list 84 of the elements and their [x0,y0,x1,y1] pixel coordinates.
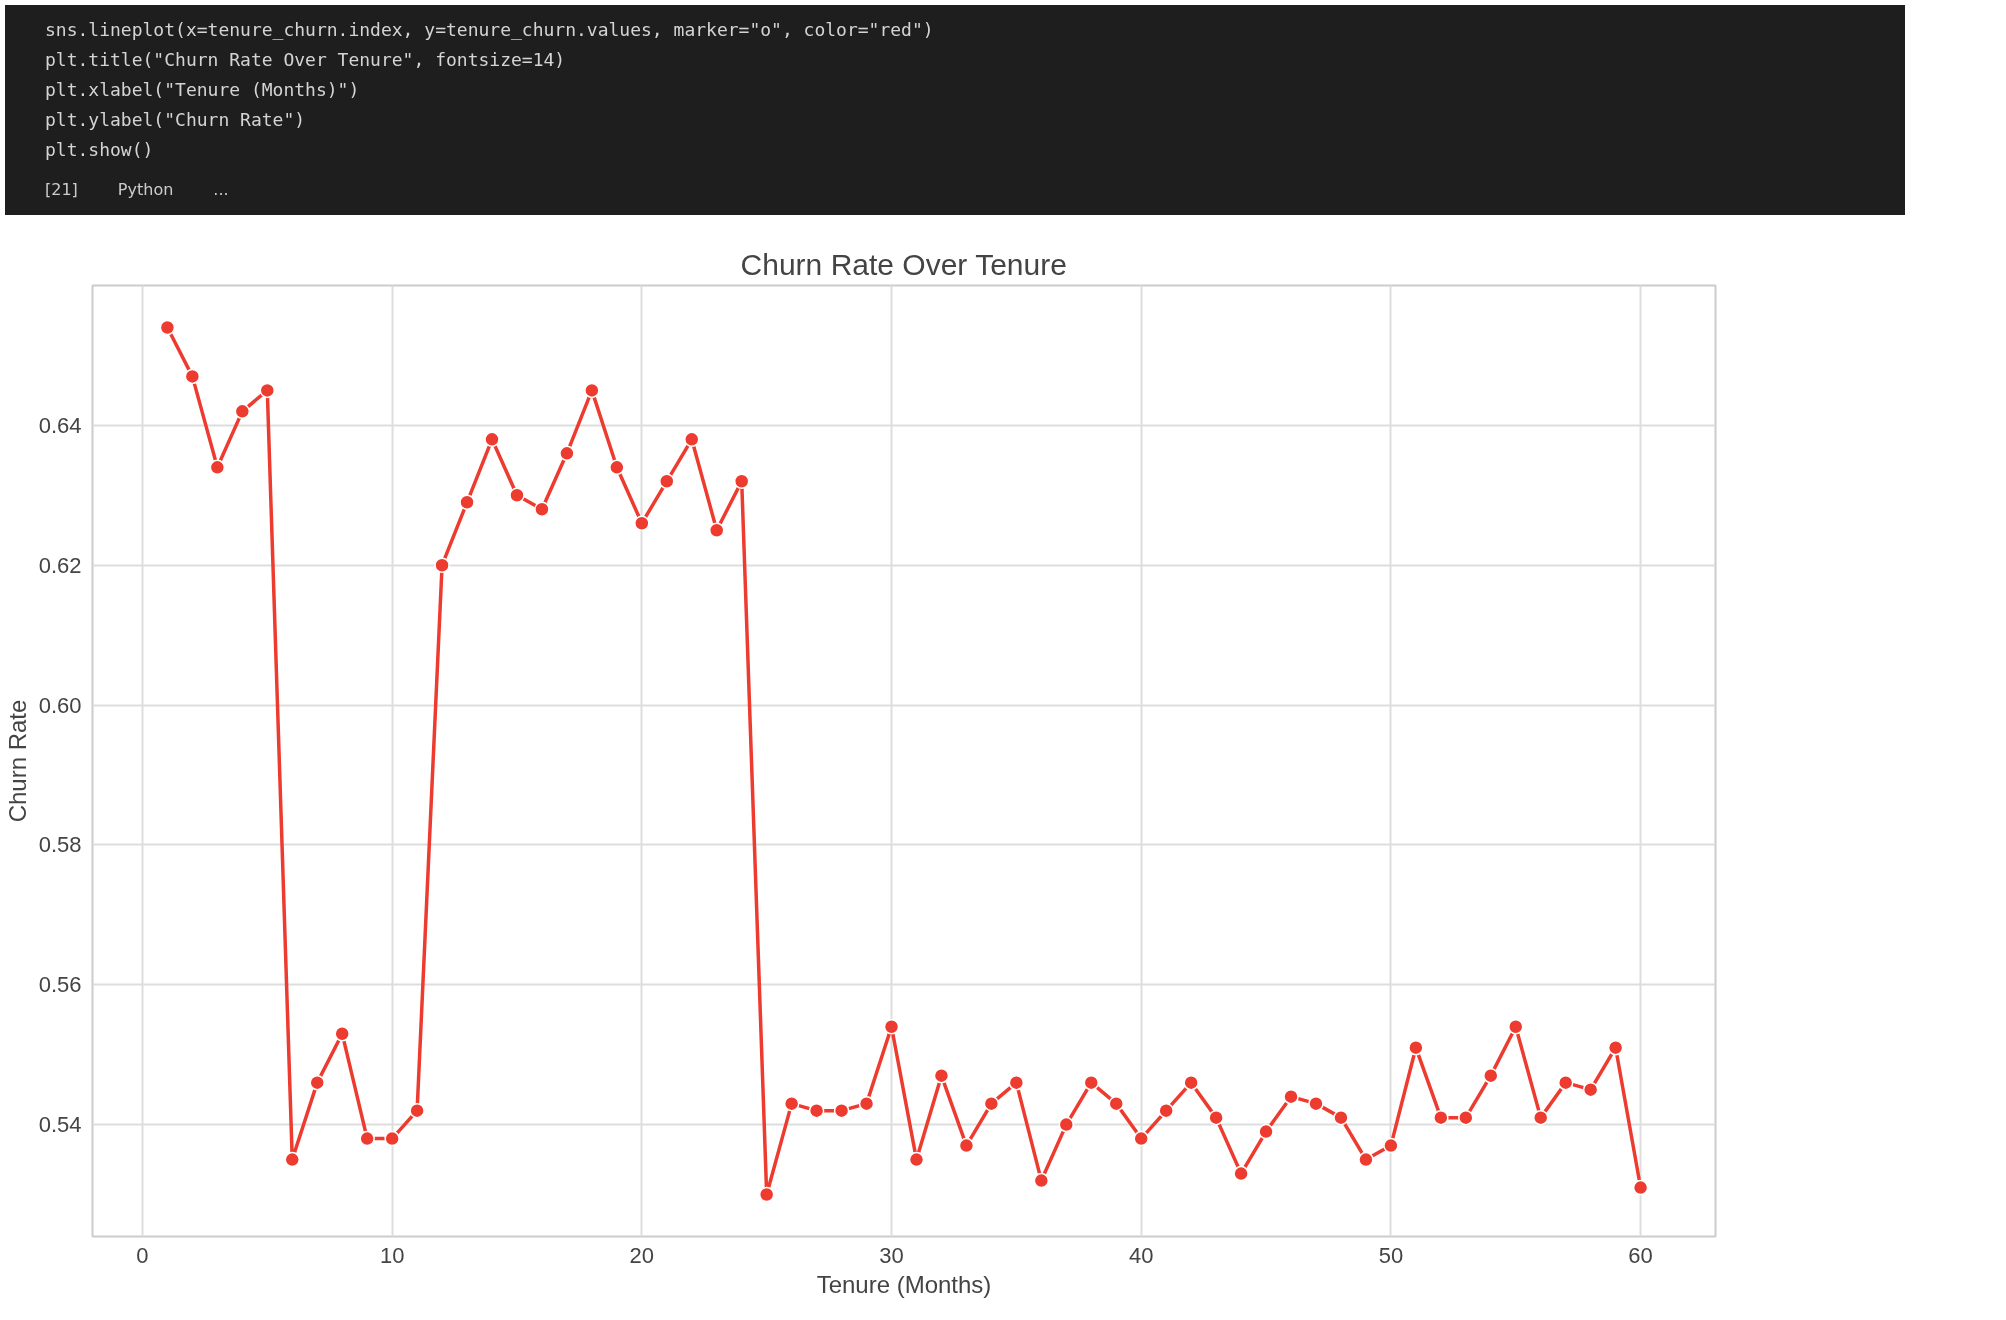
point [359,1130,375,1147]
point [1083,1074,1100,1091]
point [1133,1130,1149,1147]
x-tick-label: 30 [879,1242,904,1268]
text: plt.ylabel("Churn Rate") [45,109,306,130]
point [1283,1088,1299,1105]
point [783,1095,800,1112]
point [1333,1109,1349,1126]
text: plt.show() [45,139,154,160]
point [1233,1165,1249,1182]
x-tick-label: 20 [629,1242,655,1268]
point [1158,1102,1174,1119]
point [708,522,725,538]
point [883,1018,900,1035]
point [534,501,550,517]
x-tick-label: 40 [1128,1242,1154,1268]
point [1383,1137,1399,1154]
x-tick-label: 60 [1628,1242,1653,1268]
point [634,515,650,531]
point [758,1186,775,1203]
point [908,1151,925,1168]
text: ... [213,180,229,199]
text: [21] [45,180,78,199]
point [234,403,251,420]
y-tick-label: 0.62 [38,552,82,578]
text: sns.lineplot(x=tenure_churn.index, y=tenure_churn.values, marker="o", color="red") [45,19,934,40]
point [184,368,201,385]
point [1358,1151,1374,1168]
point [1408,1039,1424,1056]
point [684,431,700,448]
text: Python [117,180,174,199]
point [958,1137,975,1154]
point [1483,1067,1499,1084]
x-tick-label: 0 [136,1242,149,1268]
point [1208,1109,1224,1126]
point [1557,1074,1574,1091]
point [1607,1039,1624,1056]
point [808,1102,825,1119]
point [1582,1081,1599,1098]
point [933,1067,950,1084]
point [1183,1074,1199,1091]
y-tick-label: 0.56 [38,972,82,998]
point [659,473,675,490]
point [1258,1123,1274,1140]
point [1458,1109,1474,1126]
point [434,557,450,573]
y-tick-label: 0.64 [38,412,82,438]
x-tick-label: 50 [1378,1242,1404,1268]
point [833,1102,850,1119]
point [159,319,176,336]
point [484,431,500,448]
point [1108,1095,1124,1112]
y-tick-label: 0.54 [38,1112,82,1138]
chart-title: Churn Rate Over Tenure [740,247,1067,281]
point [284,1151,300,1168]
x-axis-title: Tenure (Months) [816,1270,992,1298]
point [1508,1018,1524,1035]
x-tick-label: 10 [379,1242,405,1268]
point [1058,1116,1075,1133]
point [1308,1095,1324,1112]
text: plt.xlabel("Tenure (Months)") [45,79,360,100]
point [459,494,475,511]
y-axis-title: Churn Rate [3,699,31,823]
point [559,445,575,462]
point [259,382,276,399]
point [1433,1109,1449,1126]
point [384,1130,400,1147]
point [1008,1074,1025,1091]
point [1632,1179,1649,1196]
point [858,1095,875,1112]
point [1033,1172,1050,1189]
y-tick-label: 0.60 [38,692,82,718]
point [309,1074,325,1091]
point [983,1095,1000,1112]
point [509,487,525,504]
point [1532,1109,1549,1126]
point [409,1102,425,1119]
point [209,459,226,476]
y-tick-label: 0.58 [38,832,82,858]
text: plt.title("Churn Rate Over Tenure", fontsize=14) [45,49,566,70]
point [733,473,750,490]
point [609,459,625,476]
point [584,382,600,399]
point [334,1025,350,1042]
